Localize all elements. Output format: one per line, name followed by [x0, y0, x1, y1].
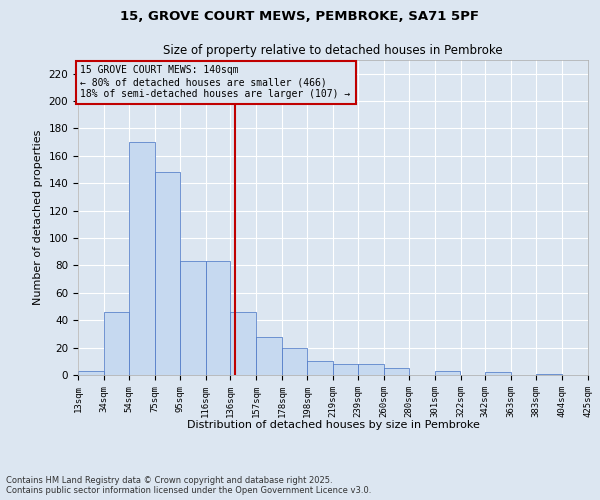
Bar — [230, 312, 256, 375]
Bar — [129, 142, 155, 375]
Bar — [205, 262, 230, 375]
Bar — [307, 362, 333, 375]
Bar — [333, 364, 358, 375]
Bar — [358, 364, 384, 375]
Bar — [536, 374, 562, 375]
Bar — [256, 336, 282, 375]
Bar — [78, 371, 104, 375]
X-axis label: Distribution of detached houses by size in Pembroke: Distribution of detached houses by size … — [187, 420, 479, 430]
Bar — [155, 172, 179, 375]
Text: 15 GROVE COURT MEWS: 140sqm
← 80% of detached houses are smaller (466)
18% of se: 15 GROVE COURT MEWS: 140sqm ← 80% of det… — [80, 66, 351, 98]
Bar — [104, 312, 129, 375]
Bar — [179, 262, 205, 375]
Text: 15, GROVE COURT MEWS, PEMBROKE, SA71 5PF: 15, GROVE COURT MEWS, PEMBROKE, SA71 5PF — [121, 10, 479, 23]
Bar — [384, 368, 409, 375]
Bar — [282, 348, 307, 375]
Text: Contains HM Land Registry data © Crown copyright and database right 2025.
Contai: Contains HM Land Registry data © Crown c… — [6, 476, 371, 495]
Y-axis label: Number of detached properties: Number of detached properties — [33, 130, 43, 305]
Bar — [485, 372, 511, 375]
Bar — [434, 371, 461, 375]
Title: Size of property relative to detached houses in Pembroke: Size of property relative to detached ho… — [163, 44, 503, 58]
